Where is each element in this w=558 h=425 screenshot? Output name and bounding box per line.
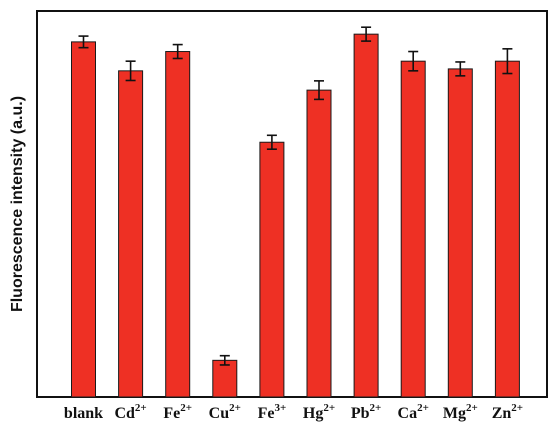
x-tick-label: Hg2+ (303, 402, 335, 422)
error-bar (361, 26, 372, 42)
error-bar (502, 48, 513, 75)
x-tick-labels: blank Cd2+ Fe2+ Cu2+ Fe3+ Hg2+ Pb2+ Ca2+ Mg2+ Zn2… (64, 402, 523, 422)
x-tick-label: Pb2+ (351, 402, 381, 422)
x-tick-label: Fe3+ (258, 402, 287, 422)
error-bar (455, 61, 466, 77)
x-tick-label: Zn2+ (492, 402, 523, 422)
y-axis-label: Fluorescence intensity (a.u.) (9, 96, 26, 312)
bar (165, 51, 191, 398)
x-tick-label: Mg2+ (443, 402, 478, 422)
x-tick-label: blank (64, 405, 103, 422)
bar (447, 68, 473, 398)
bar (353, 33, 379, 398)
bar (212, 359, 238, 398)
x-tick-label: Ca2+ (398, 402, 429, 422)
x-tick-label: Cd2+ (114, 402, 146, 422)
bar (306, 89, 332, 398)
x-tick-label: Cu2+ (209, 402, 241, 422)
bar (118, 70, 144, 398)
error-bar (78, 35, 89, 49)
bars-group (71, 26, 520, 398)
error-bar (125, 60, 136, 82)
error-bar (172, 43, 183, 60)
bar (494, 60, 520, 398)
error-bar (314, 80, 324, 101)
error-bar (408, 50, 419, 72)
error-bar (266, 134, 277, 150)
error-bar (219, 354, 230, 366)
bar (259, 141, 285, 398)
bar (400, 60, 426, 398)
bar (71, 41, 96, 398)
x-tick-label: Fe2+ (163, 402, 192, 422)
plot-frame (36, 10, 548, 398)
